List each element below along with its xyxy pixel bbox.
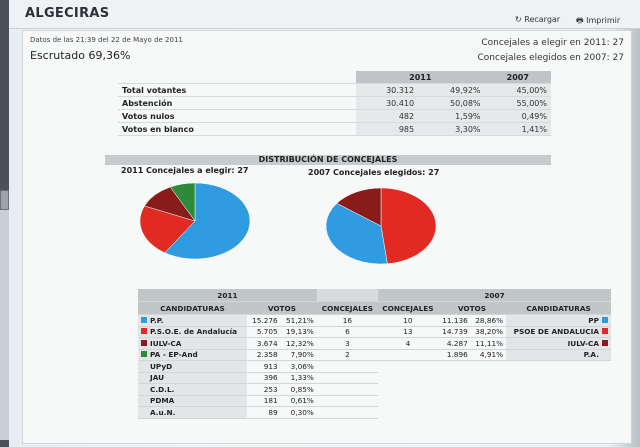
council-2007: Concejales elegidos en 2007: 27 [477,53,625,63]
chart-label-2007: 2007 Concejales elegidos: 27 [308,168,440,177]
summary-row: Abstención 30.410 50,08% 55,00% [118,96,551,110]
summary-row: Total votantes 30.312 49,92% 45,00% [118,83,551,97]
chart-label-2011: 2011 Concejales a elegir: 27 [121,166,249,175]
candidate-row-2011: P.P. 15.276 51,21% 16 [138,314,378,327]
candidate-row-2011: UPyD 913 3,06% [138,360,378,373]
pie-slice [336,187,382,227]
council-2011: Concejales a elegir en 2011: 27 [481,38,624,48]
refresh-link[interactable]: ↻ Recargar [515,15,561,24]
summary-row: Votos nulos 482 1,59% 0,49% [118,109,551,123]
summary-table: 2011 2007 Total votantes 30.312 49,92% 45,00… [118,71,551,136]
candidate-row-2011: IULV-CA 3.674 12,32% 3 [138,337,378,350]
pie-slice [139,205,196,254]
scrollbar-thumb[interactable] [0,190,9,210]
candidate-row-2011: A.u.N. 89 0,30% [138,406,378,419]
candidate-row-2007: 10 11.136 28,86% PP [378,314,611,327]
pie-slice [169,182,196,222]
distribution-title: DISTRIBUCIÓN DE CONCEJALES [105,155,551,165]
printer-icon: 🖶 [576,16,584,25]
timestamp: Datos de las 21:39 del 22 de Mayo de 201… [30,36,183,44]
candidate-row-2011: C.D.L. 253 0,85% [138,383,378,396]
page-title: ALGECIRAS [25,6,110,21]
pie-chart-2007 [325,187,437,265]
results-2007-table: 2007 CONCEJALES VOTOS CANDIDATURAS 10 11.13… [378,289,611,361]
results-2011-table: 2011 CANDIDATURAS VOTOS CONCEJALES P.P. 15.… [138,289,378,419]
results-panel: Datos de las 21:39 del 22 de Mayo de 201… [22,30,632,444]
summary-row: Votos en blanco 985 3,30% 1,41% [118,122,551,136]
candidate-row-2011: P.S.O.E. de Andalucía 5.705 19,13% 6 [138,326,378,338]
candidate-row-2007: 13 14.739 38,20% PSOE DE ANDALUCIA [378,326,611,338]
candidate-row-2007: 4 4.287 11,11% IULV-CA [378,337,611,350]
top-bar: ALGECIRAS ↻ Recargar 🖶 Imprimir [9,0,640,29]
scrutiny-status: Escrutado 69,36% [30,49,131,62]
pie-slice [380,187,437,265]
refresh-icon: ↻ [515,15,522,24]
pie-slice [164,182,251,260]
pie-slice [325,203,388,265]
candidate-row-2011: PDMA 181 0,61% [138,395,378,407]
pie-chart-2011 [139,182,251,260]
candidate-row-2007: 1.896 4,91% P.A. [378,349,611,361]
candidate-row-2011: PA - EP-And 2.358 7,90% 2 [138,349,378,361]
scrollbar-track[interactable] [0,210,9,440]
candidate-row-2011: JAU 396 1,33% [138,372,378,384]
print-link[interactable]: 🖶 Imprimir [576,16,621,25]
